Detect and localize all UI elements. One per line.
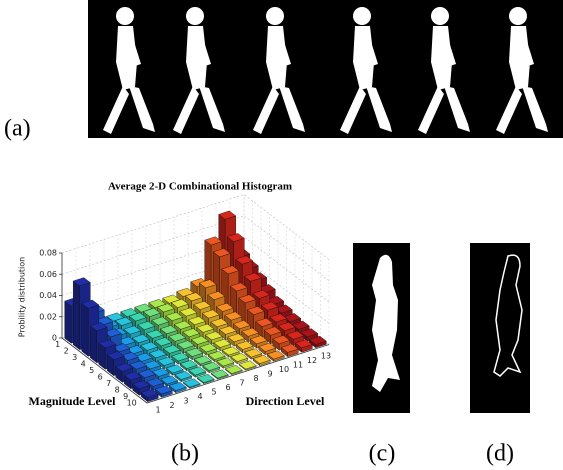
- panel-label: (b): [171, 441, 199, 467]
- contour-panel: [470, 243, 530, 413]
- panel-label: (c): [369, 441, 396, 467]
- x-tick-label: 4: [81, 359, 86, 368]
- y-tick-label: 2: [169, 401, 174, 410]
- z-axis-label: Probility distribution: [18, 257, 27, 337]
- x-tick-label: 1: [55, 340, 60, 349]
- chart-title: Average 2-D Combinational Histogram: [108, 181, 292, 193]
- grid-line: [62, 216, 329, 281]
- z-tick-label: 0.02: [39, 312, 57, 321]
- y-tick-label: 13: [321, 351, 331, 360]
- figure: (a) (b) (c) (d) Average 2-D Combinationa…: [0, 0, 563, 470]
- x-tick-label: 6: [98, 372, 103, 381]
- sequence-strip: [88, 0, 563, 138]
- bar-side: [90, 326, 97, 363]
- y-tick-label: 6: [225, 383, 230, 392]
- x-tick-label: 10: [127, 398, 137, 407]
- x-tick-label: 7: [106, 379, 111, 388]
- y-tick-label: 10: [279, 365, 289, 374]
- y-tick-label: 9: [267, 369, 272, 378]
- y-axis-label: Direction Level: [246, 394, 325, 408]
- bar-side: [65, 301, 72, 343]
- y-tick-label: 1: [155, 405, 160, 414]
- panel-label: (a): [4, 116, 31, 142]
- z-tick-label: 0.08: [39, 249, 57, 258]
- y-tick-label: 11: [293, 360, 303, 369]
- y-tick-label: 3: [183, 396, 188, 405]
- x-tick-label: 2: [64, 346, 69, 355]
- y-tick-label: 12: [307, 356, 317, 365]
- y-tick-label: 4: [197, 392, 202, 401]
- panel-label: (d): [486, 441, 514, 467]
- x-tick-label: 3: [72, 353, 77, 362]
- z-tick-label: 0.04: [39, 291, 57, 300]
- x-axis-label: Magnitude Level: [29, 394, 117, 408]
- y-tick-label: 7: [239, 378, 244, 387]
- x-tick-label: 8: [115, 385, 120, 394]
- bar-side: [82, 303, 89, 356]
- y-tick-label: 8: [253, 374, 258, 383]
- x-tick-label: 5: [89, 366, 94, 375]
- bar-side: [73, 281, 80, 350]
- grid-line: [62, 195, 329, 260]
- z-tick-label: 0.06: [39, 270, 57, 279]
- y-tick-label: 5: [211, 387, 216, 396]
